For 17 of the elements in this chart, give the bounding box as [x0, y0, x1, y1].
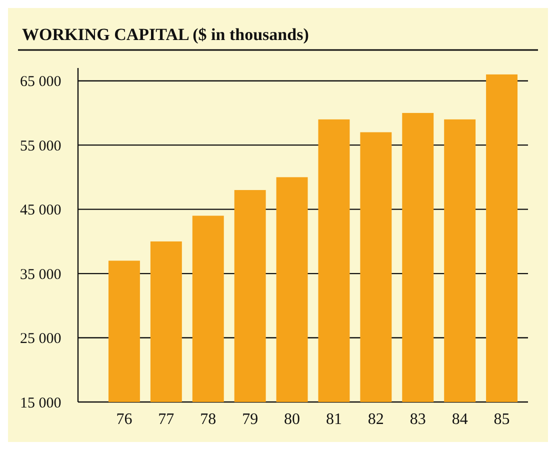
- x-tick-label: 82: [368, 411, 384, 428]
- x-tick-label: 78: [200, 411, 216, 428]
- y-tick-label: 35 000: [20, 266, 62, 283]
- x-tick-label: 81: [326, 411, 342, 428]
- y-tick-label: 45 000: [20, 202, 62, 219]
- y-tick-label: 25 000: [20, 331, 62, 348]
- x-tick-label: 84: [452, 411, 468, 428]
- y-tick-label: 55 000: [20, 138, 62, 154]
- chart-title: WORKING CAPITAL ($ in thousands): [22, 25, 309, 44]
- y-tick-label: 65 000: [20, 74, 62, 90]
- x-tick-label: 83: [410, 411, 426, 428]
- x-tick-label: 79: [242, 411, 258, 428]
- x-tick-label: 76: [116, 411, 132, 428]
- x-tick-label: 77: [158, 411, 174, 428]
- x-tick-label: 80: [284, 411, 300, 428]
- x-tick-label: 85: [494, 411, 510, 428]
- y-tick-label: 15 000: [20, 395, 62, 412]
